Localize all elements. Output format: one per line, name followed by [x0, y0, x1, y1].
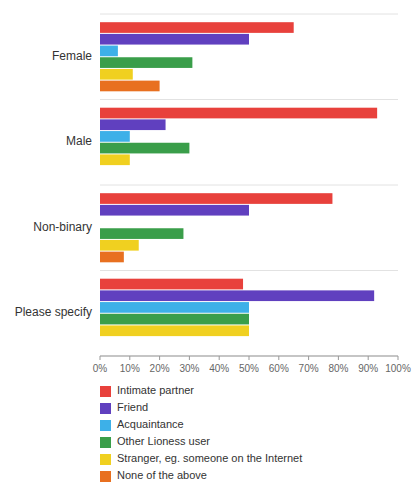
- legend-item: Stranger, eg. someone on the Internet: [100, 452, 302, 465]
- legend-item: Acquaintance: [100, 418, 184, 431]
- x-tick-label: 30%: [179, 363, 199, 374]
- x-tick: [100, 356, 101, 360]
- x-tick-label: 100%: [385, 363, 411, 374]
- x-tick: [249, 356, 250, 360]
- x-tick-label: 10%: [120, 363, 140, 374]
- group-separator: [100, 185, 398, 186]
- x-tick: [219, 356, 220, 360]
- x-tick: [368, 356, 369, 360]
- legend-swatch: [100, 454, 111, 465]
- bar: [100, 166, 101, 177]
- x-tick: [189, 356, 190, 360]
- bar: [100, 314, 249, 325]
- bar: [100, 217, 101, 228]
- legend-item: Intimate partner: [100, 384, 194, 397]
- bar: [100, 119, 166, 130]
- x-tick-label: 50%: [239, 363, 259, 374]
- bar: [100, 193, 332, 204]
- bar: [100, 46, 118, 57]
- bar: [100, 154, 130, 165]
- legend-swatch: [100, 471, 111, 482]
- x-tick-label: 90%: [358, 363, 378, 374]
- legend-label: Stranger, eg. someone on the Internet: [117, 452, 302, 464]
- category-label: Non-binary: [33, 220, 92, 234]
- bar: [100, 131, 130, 142]
- x-axis: 0% 10% 20% 30% 40% 50% 60% 70% 80% 90% 100%: [93, 356, 411, 374]
- bar: [100, 143, 189, 154]
- legend-label: Acquaintance: [117, 418, 184, 430]
- bar: [100, 108, 377, 119]
- bar: [100, 337, 101, 348]
- chart: Female Male Non-binary Please specify 0% 10% 2…: [0, 0, 416, 500]
- x-tick-label: 60%: [269, 363, 289, 374]
- x-tick: [278, 356, 279, 360]
- x-tick: [338, 356, 339, 360]
- group-separator: [100, 270, 398, 271]
- legend-item: Other Lioness user: [100, 435, 210, 448]
- x-tick-label: 0%: [93, 363, 108, 374]
- legend-swatch: [100, 437, 111, 448]
- legend-label: None of the above: [117, 469, 207, 481]
- separators: [100, 14, 398, 356]
- category-label: Please specify: [15, 305, 92, 319]
- bar: [100, 69, 133, 80]
- legend-swatch: [100, 403, 111, 414]
- x-tick-label: 20%: [150, 363, 170, 374]
- legend-label: Friend: [117, 401, 148, 413]
- y-axis: Female Male Non-binary Please specify: [15, 49, 93, 320]
- x-tick-label: 40%: [209, 363, 229, 374]
- bars: [100, 22, 377, 336]
- x-tick: [308, 356, 309, 360]
- legend-swatch: [100, 386, 111, 397]
- bar: [100, 252, 124, 263]
- bar: [100, 228, 183, 239]
- x-tick-label: 80%: [328, 363, 348, 374]
- bar: [100, 81, 160, 92]
- x-tick-label: 70%: [299, 363, 319, 374]
- category-label: Male: [66, 134, 92, 148]
- legend-label: Intimate partner: [117, 384, 194, 396]
- x-tick: [129, 356, 130, 360]
- legend-swatch: [100, 420, 111, 431]
- bar: [100, 205, 249, 216]
- legend: Intimate partner Friend Acquaintance Other …: [100, 384, 302, 482]
- legend-label: Other Lioness user: [117, 435, 210, 447]
- x-tick: [398, 356, 399, 360]
- bar: [100, 22, 294, 33]
- legend-item: None of the above: [100, 469, 207, 482]
- x-tick: [159, 356, 160, 360]
- group-separator: [100, 14, 398, 15]
- bar: [100, 57, 192, 68]
- bar: [100, 290, 374, 301]
- bar: [100, 279, 243, 290]
- bar: [100, 34, 249, 45]
- bar: [100, 325, 249, 336]
- category-label: Female: [52, 49, 92, 63]
- legend-item: Friend: [100, 401, 148, 414]
- bar: [100, 302, 249, 313]
- bar: [100, 240, 139, 251]
- group-separator: [100, 99, 398, 100]
